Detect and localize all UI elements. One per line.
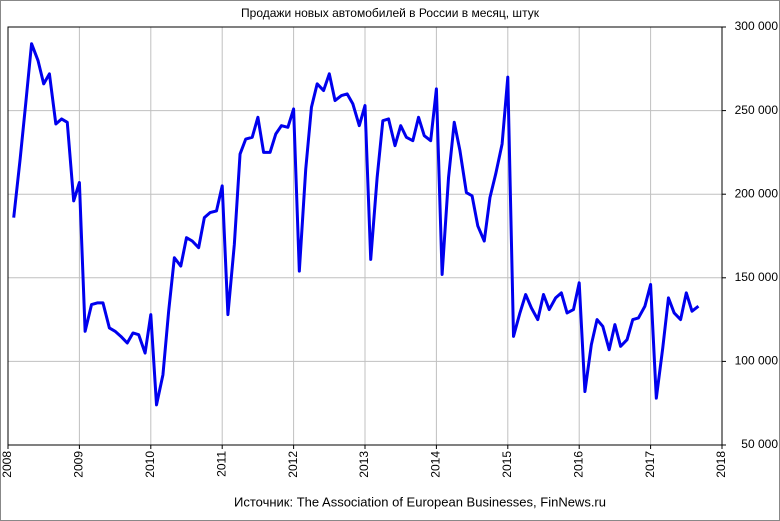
x-tick-label: 2008 (0, 451, 14, 478)
x-tick-label: 2009 (72, 451, 86, 478)
x-tick-label: 2015 (500, 451, 514, 478)
x-tick-label: 2013 (357, 451, 371, 478)
x-tick-label: 2017 (643, 451, 657, 478)
line (12, 42, 700, 407)
y-tick-label: 300 000 (735, 19, 779, 33)
source: Источник: The Association of European Bu… (234, 494, 606, 509)
x-tick-label: 2012 (286, 451, 300, 478)
y-tick-label: 150 000 (735, 270, 779, 284)
x-tick-label: 2010 (143, 451, 157, 478)
x-tick-label: 2011 (214, 451, 228, 477)
x-tick-label: 2018 (714, 451, 728, 478)
x-tick-label: 2016 (571, 451, 585, 478)
y-tick-label: 250 000 (735, 103, 779, 117)
chart-title: Продажи новых автомобилей в России в мес… (241, 6, 540, 20)
y-tick-label: 50 000 (741, 437, 778, 451)
y-tick-label: 100 000 (735, 354, 779, 368)
plot-border (7, 26, 723, 446)
y-tick-label: 200 000 (735, 186, 779, 200)
x-tick-label: 2014 (429, 451, 443, 478)
